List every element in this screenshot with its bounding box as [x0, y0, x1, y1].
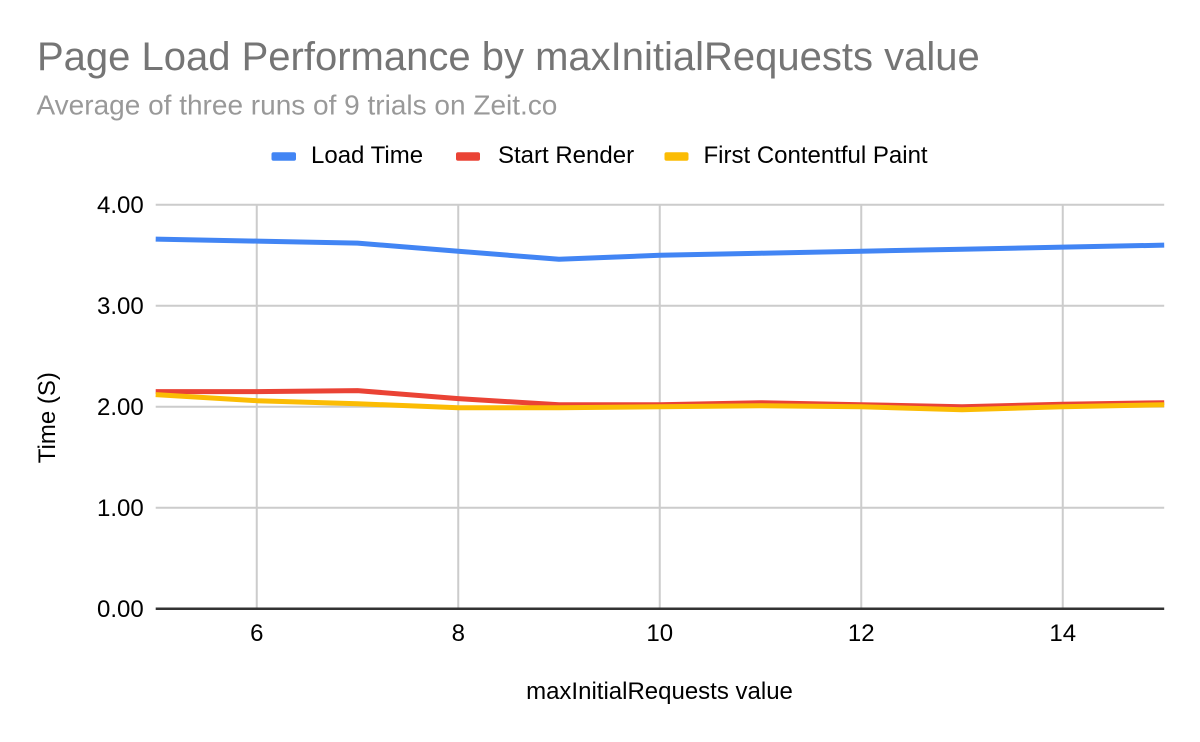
- svg-text:2.00: 2.00: [97, 394, 144, 421]
- svg-text:Page Load Performance by maxIn: Page Load Performance by maxInitialReque…: [37, 35, 980, 79]
- svg-text:1.00: 1.00: [97, 495, 144, 522]
- svg-text:Start Render: Start Render: [498, 142, 634, 169]
- svg-text:Load Time: Load Time: [311, 142, 423, 169]
- svg-text:Average of three runs of 9 tri: Average of three runs of 9 trials on Zei…: [37, 89, 558, 120]
- svg-text:Time (S): Time (S): [34, 372, 61, 463]
- svg-text:maxInitialRequests value: maxInitialRequests value: [526, 678, 793, 705]
- svg-text:6: 6: [250, 620, 263, 647]
- svg-text:12: 12: [848, 620, 875, 647]
- svg-text:14: 14: [1049, 620, 1076, 647]
- svg-text:8: 8: [452, 620, 465, 647]
- svg-text:3.00: 3.00: [97, 293, 144, 320]
- svg-text:4.00: 4.00: [97, 192, 144, 219]
- svg-text:First Contentful Paint: First Contentful Paint: [704, 142, 928, 169]
- svg-text:10: 10: [646, 620, 673, 647]
- svg-text:0.00: 0.00: [97, 596, 144, 623]
